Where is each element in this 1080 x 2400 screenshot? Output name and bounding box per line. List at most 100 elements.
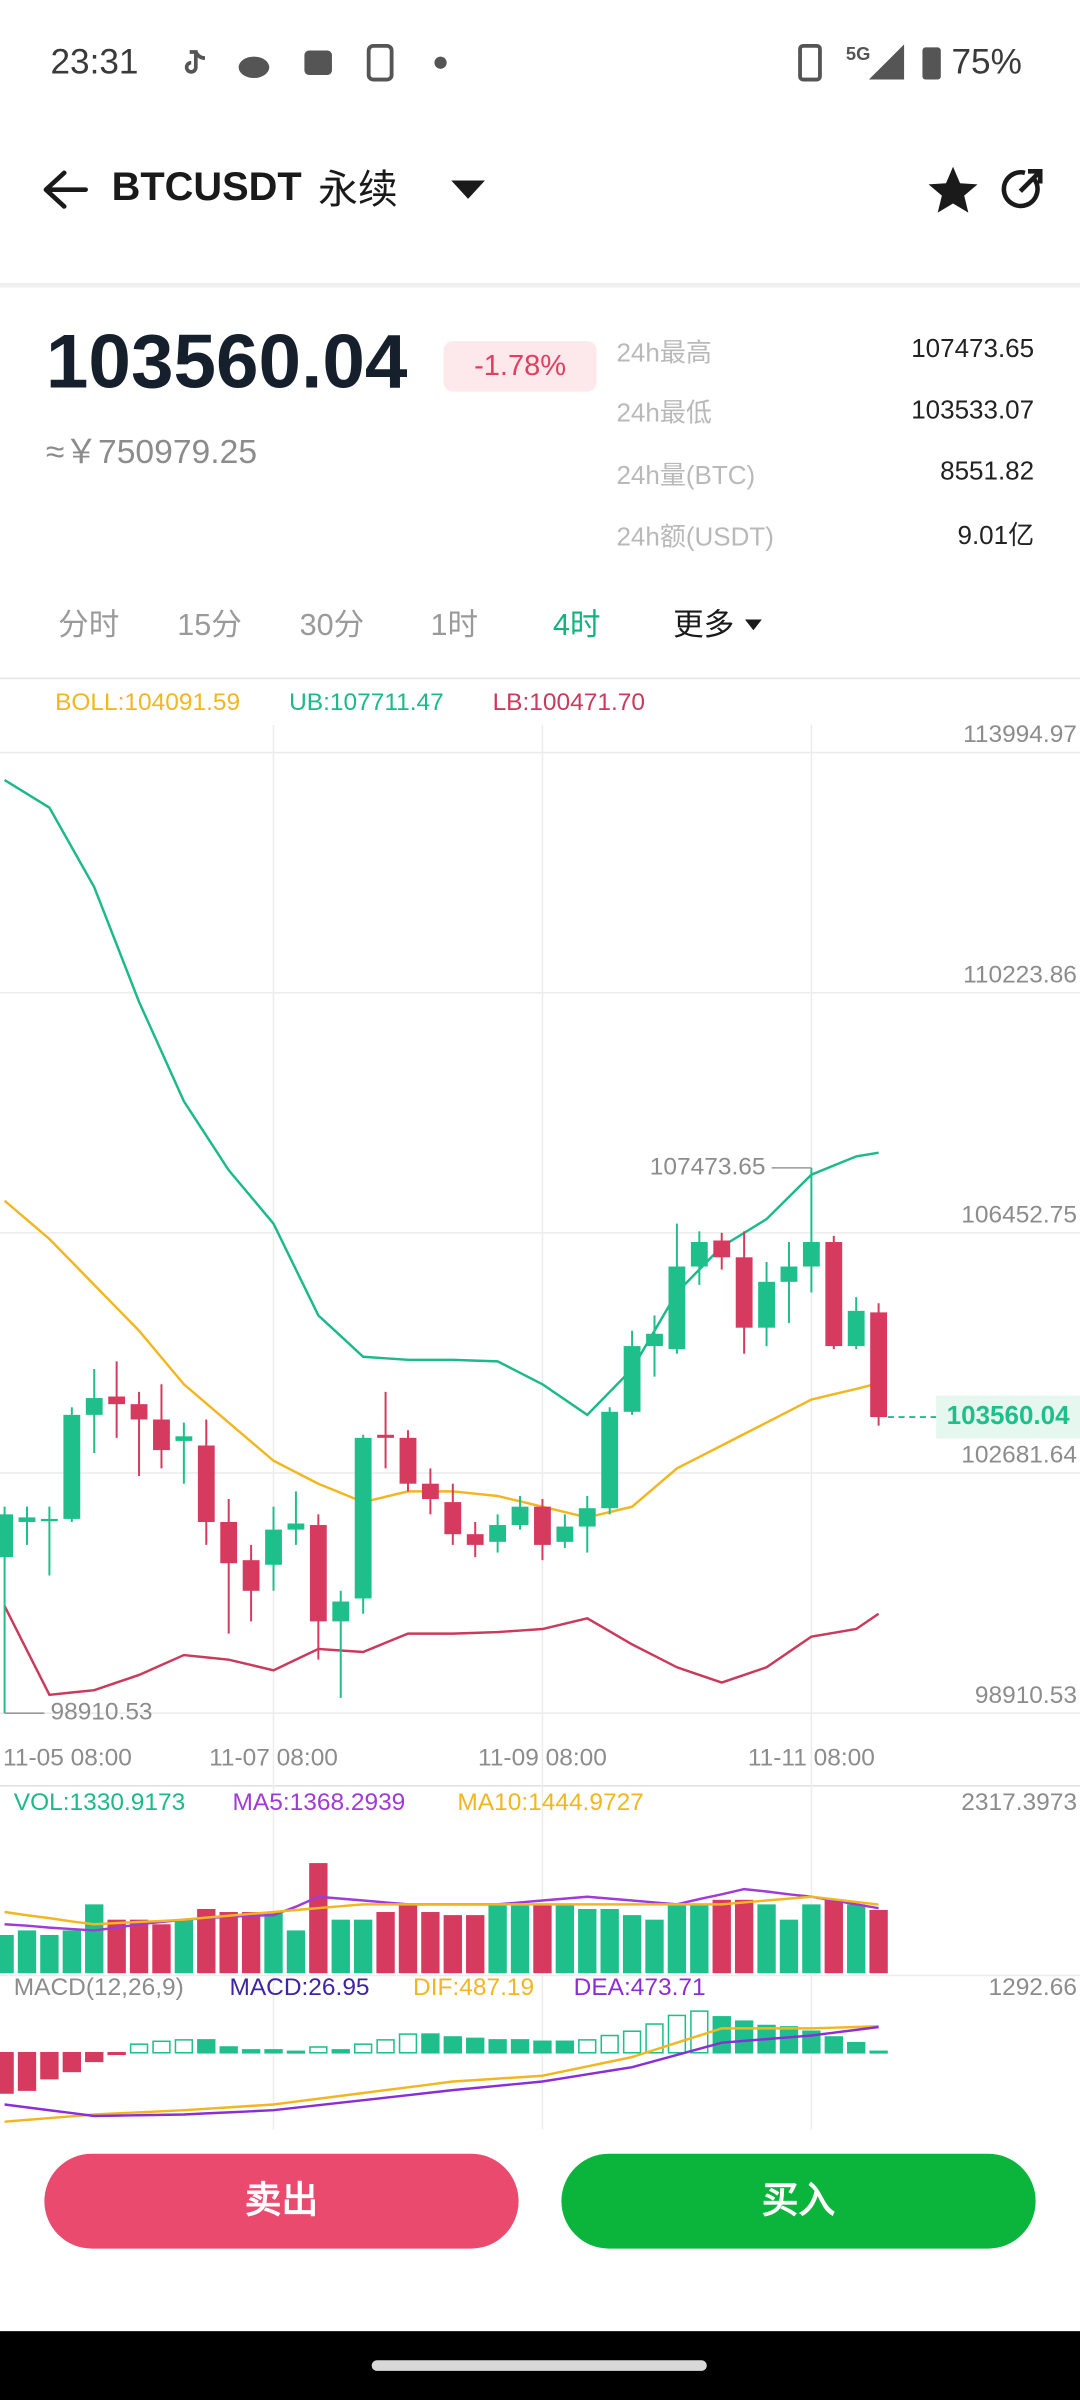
volume-bar (578, 1908, 597, 1974)
volume-bar (398, 1904, 418, 1974)
tab[interactable]: 4时 (553, 608, 601, 642)
tab[interactable]: 30分 (300, 608, 365, 642)
candle-body (713, 1240, 731, 1258)
macd-bar (421, 2033, 440, 2054)
candle-body (18, 1517, 36, 1522)
candle-body (108, 1396, 126, 1405)
volume-bar (309, 1863, 328, 1974)
candle-body (466, 1534, 484, 1545)
macd-bar (510, 2039, 530, 2054)
y-tick-label: 1292.66 (988, 1974, 1076, 2001)
indicator-line (3, 779, 879, 1417)
x-tick-label: 11-07 08:00 (209, 1745, 338, 1772)
candle-body (780, 1266, 798, 1282)
volume-bar (286, 1930, 306, 1974)
low-label: 98910.53 (50, 1699, 152, 1726)
macd-bar (331, 2049, 350, 2054)
volume-bar (600, 1908, 619, 1974)
favorite-button[interactable] (928, 166, 978, 213)
tab[interactable]: 更多 (673, 608, 734, 642)
volume-bar (622, 1915, 642, 1974)
candle-body (578, 1508, 596, 1527)
volume-bar (331, 1919, 350, 1974)
macd-bar (17, 2052, 37, 2091)
tab[interactable]: 15分 (177, 608, 242, 642)
volume-bar (734, 1899, 754, 1974)
last-price: 103560.04 (46, 319, 408, 404)
change-percent: -1.78% (474, 350, 566, 382)
macd-bar (645, 2023, 664, 2054)
macd-bar (353, 2043, 373, 2054)
candle-body (735, 1257, 753, 1328)
symbol-dropdown[interactable] (451, 180, 485, 199)
macd-bar (779, 2026, 799, 2054)
volume-bar (802, 1904, 821, 1974)
legend-entry: DIF:487.19 (413, 1974, 534, 2001)
volume-bar (129, 1919, 149, 1974)
candle-body (242, 1560, 260, 1591)
candle-body (556, 1526, 574, 1542)
macd-bar (488, 2039, 507, 2054)
y-tick-label: 102681.64 (961, 1442, 1077, 1469)
tab[interactable]: 1时 (431, 608, 479, 642)
macd-bar (107, 2052, 126, 2056)
volume-bar (85, 1904, 104, 1974)
volume-bar (466, 1915, 485, 1974)
tabs-divider (0, 677, 1080, 680)
macd-bar (734, 2020, 754, 2054)
volume-bar (376, 1912, 395, 1974)
buy-button[interactable]: 买入 (561, 2153, 1036, 2249)
status-icons (184, 43, 941, 82)
sell-button[interactable]: 卖出 (44, 2153, 519, 2249)
volume-bar (174, 1919, 194, 1974)
macd-bar (241, 2049, 261, 2054)
macd-bar (398, 2033, 418, 2054)
candle-body (175, 1436, 193, 1441)
macd-bar (129, 2043, 149, 2054)
macd-bar (600, 2034, 619, 2054)
legend-entry: LB:100471.70 (493, 689, 645, 716)
candle-body (153, 1419, 170, 1451)
volume-bar (197, 1908, 216, 1974)
candle-body (0, 1514, 14, 1558)
candle-body (197, 1445, 215, 1522)
candle-body (758, 1281, 775, 1328)
header-divider (0, 282, 1080, 288)
candle-body (287, 1523, 305, 1530)
status-network: 5G (846, 43, 870, 64)
volume-bar (757, 1904, 776, 1974)
volume-bar (443, 1915, 462, 1974)
stat-value: 103533.07 (911, 394, 1034, 424)
macd-bar (40, 2052, 59, 2080)
candle-body (623, 1346, 641, 1412)
back-button[interactable] (43, 170, 88, 209)
volume-bar (555, 1904, 575, 1974)
share-button[interactable] (1001, 169, 1043, 209)
tab[interactable]: 分时 (58, 608, 119, 642)
macd-bar (667, 2014, 687, 2054)
home-indicator[interactable] (371, 2360, 707, 2371)
candle-body (399, 1437, 417, 1484)
candle-body (63, 1414, 81, 1519)
candle-body (265, 1529, 282, 1565)
candle-body (40, 1518, 58, 1522)
last-price-label: 103560.04 (947, 1400, 1070, 1430)
volume-bar (62, 1930, 81, 1974)
macd-bar (376, 2039, 395, 2054)
legend-entry: MA5:1368.2939 (233, 1789, 406, 1816)
kline-chart: 98910.53 102681.64 106452.75 110223.86 11399… (0, 689, 1080, 2130)
x-tick-label: 11-09 08:00 (478, 1745, 607, 1772)
more-caret (744, 619, 762, 631)
volume-bar (488, 1904, 507, 1974)
macd-bar (443, 2036, 462, 2054)
macd-bar (466, 2037, 485, 2054)
volume-bar (690, 1904, 709, 1974)
x-tick-label: 11-05 08:00 (3, 1745, 132, 1772)
status-time: 23:31 (50, 43, 138, 82)
volume-bar (17, 1930, 37, 1974)
change-badge (443, 341, 597, 392)
volume-bar (667, 1904, 687, 1974)
indicator-line (3, 1199, 879, 1519)
